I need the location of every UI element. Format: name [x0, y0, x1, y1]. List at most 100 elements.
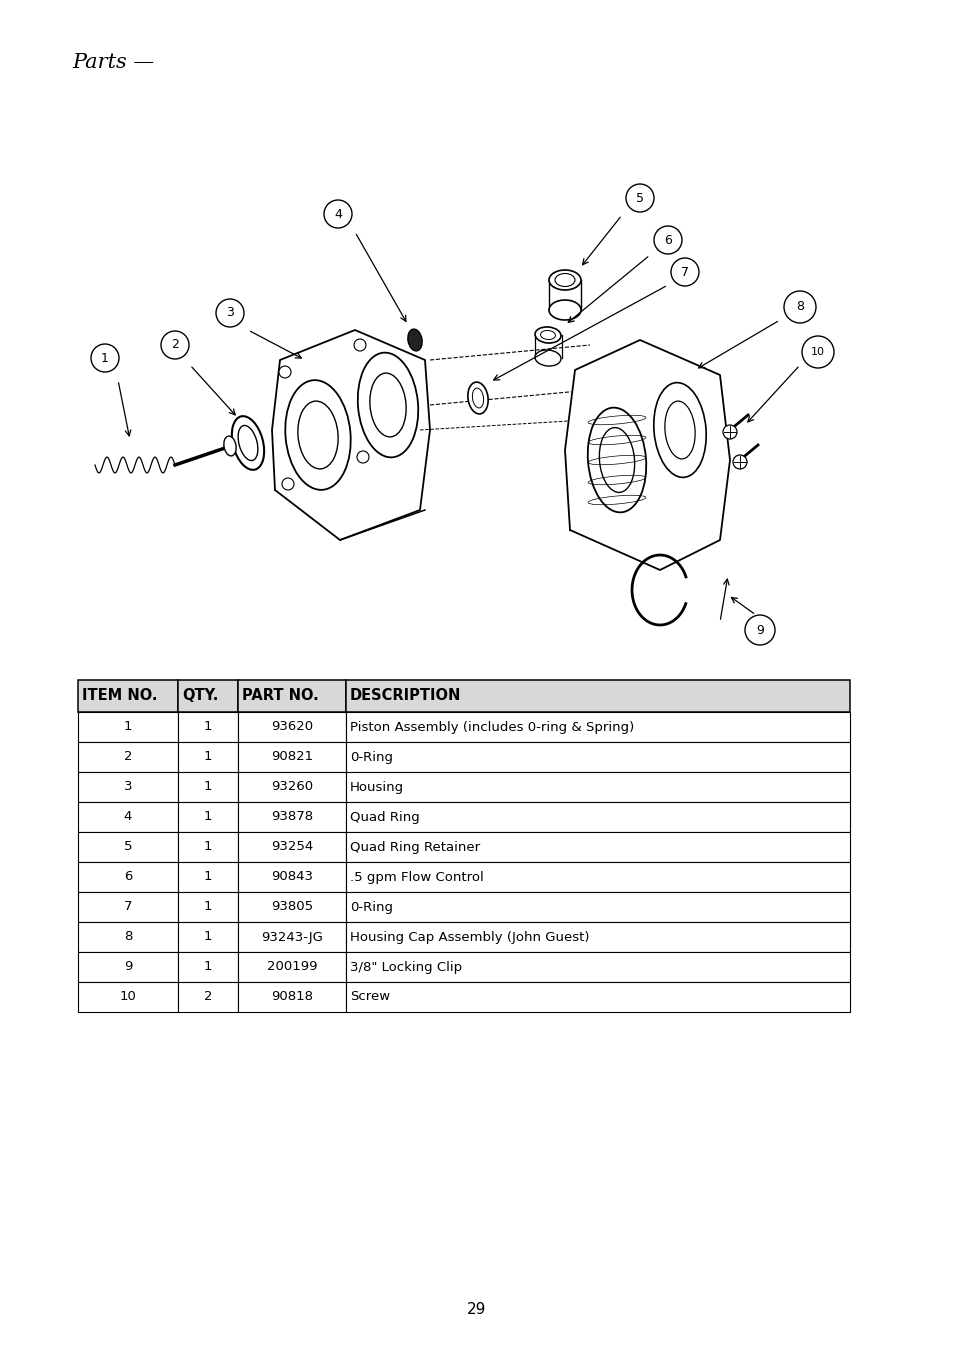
- Text: ITEM NO.: ITEM NO.: [82, 689, 157, 704]
- Text: 90821: 90821: [271, 751, 313, 763]
- Circle shape: [354, 339, 366, 351]
- Bar: [178, 892, 237, 921]
- Text: 3: 3: [226, 307, 233, 319]
- Text: 10: 10: [119, 990, 136, 1004]
- Bar: [78, 952, 178, 982]
- Text: QTY.: QTY.: [182, 689, 218, 704]
- Bar: [178, 952, 237, 982]
- Bar: [346, 712, 849, 742]
- Bar: [78, 712, 178, 742]
- Ellipse shape: [555, 273, 575, 286]
- Ellipse shape: [548, 300, 580, 320]
- Text: 9: 9: [756, 624, 763, 636]
- Ellipse shape: [540, 331, 555, 339]
- Ellipse shape: [598, 427, 634, 492]
- Bar: [178, 862, 237, 892]
- Text: 29: 29: [467, 1302, 486, 1317]
- Text: 5: 5: [124, 840, 132, 854]
- Bar: [346, 680, 849, 712]
- Text: 3/8" Locking Clip: 3/8" Locking Clip: [350, 961, 461, 974]
- Text: Housing: Housing: [350, 781, 404, 793]
- Text: 1: 1: [101, 351, 109, 365]
- Bar: [237, 832, 346, 862]
- Bar: [178, 712, 237, 742]
- Bar: [346, 892, 849, 921]
- Ellipse shape: [587, 408, 645, 512]
- Text: 2: 2: [171, 339, 179, 351]
- Text: 4: 4: [334, 208, 341, 220]
- Bar: [178, 742, 237, 771]
- Text: 93260: 93260: [271, 781, 313, 793]
- Bar: [78, 892, 178, 921]
- Text: Screw: Screw: [350, 990, 390, 1004]
- Bar: [178, 771, 237, 802]
- Text: 6: 6: [124, 870, 132, 884]
- Text: 1: 1: [204, 961, 212, 974]
- Text: 1: 1: [204, 931, 212, 943]
- Text: 5: 5: [636, 192, 643, 204]
- Text: 1: 1: [204, 811, 212, 824]
- Text: 93254: 93254: [271, 840, 313, 854]
- Text: 1: 1: [124, 720, 132, 734]
- Polygon shape: [564, 340, 729, 570]
- Polygon shape: [272, 330, 430, 540]
- Bar: [346, 982, 849, 1012]
- Bar: [237, 892, 346, 921]
- Bar: [346, 832, 849, 862]
- Text: 90843: 90843: [271, 870, 313, 884]
- Ellipse shape: [472, 388, 483, 408]
- Bar: [178, 832, 237, 862]
- Text: Housing Cap Assembly (John Guest): Housing Cap Assembly (John Guest): [350, 931, 589, 943]
- Text: 2: 2: [124, 751, 132, 763]
- Text: 93805: 93805: [271, 901, 313, 913]
- Text: 93878: 93878: [271, 811, 313, 824]
- Circle shape: [282, 478, 294, 490]
- Bar: [346, 952, 849, 982]
- Text: 200199: 200199: [267, 961, 317, 974]
- Bar: [78, 680, 178, 712]
- Bar: [237, 982, 346, 1012]
- Bar: [346, 802, 849, 832]
- Bar: [237, 712, 346, 742]
- Ellipse shape: [535, 327, 560, 343]
- Bar: [237, 680, 346, 712]
- Text: Piston Assembly (includes 0-ring & Spring): Piston Assembly (includes 0-ring & Sprin…: [350, 720, 634, 734]
- Ellipse shape: [664, 401, 695, 459]
- Text: DESCRIPTION: DESCRIPTION: [350, 689, 461, 704]
- Text: 1: 1: [204, 870, 212, 884]
- Ellipse shape: [224, 436, 236, 455]
- Text: 10: 10: [810, 347, 824, 357]
- Ellipse shape: [467, 382, 488, 413]
- Text: 0-Ring: 0-Ring: [350, 751, 393, 763]
- Text: 7: 7: [124, 901, 132, 913]
- Text: 1: 1: [204, 781, 212, 793]
- Text: 3: 3: [124, 781, 132, 793]
- Bar: [178, 680, 237, 712]
- Text: 9: 9: [124, 961, 132, 974]
- Text: 8: 8: [124, 931, 132, 943]
- Text: 93620: 93620: [271, 720, 313, 734]
- Ellipse shape: [408, 330, 422, 351]
- Ellipse shape: [653, 382, 705, 477]
- Bar: [346, 771, 849, 802]
- Bar: [237, 771, 346, 802]
- Circle shape: [356, 451, 369, 463]
- Text: 93243-JG: 93243-JG: [261, 931, 323, 943]
- Circle shape: [278, 366, 291, 378]
- Ellipse shape: [238, 426, 257, 461]
- Text: 1: 1: [204, 840, 212, 854]
- Bar: [237, 862, 346, 892]
- Ellipse shape: [548, 270, 580, 290]
- Text: 8: 8: [795, 300, 803, 313]
- Bar: [78, 832, 178, 862]
- Bar: [346, 921, 849, 952]
- Bar: [78, 802, 178, 832]
- Text: 0-Ring: 0-Ring: [350, 901, 393, 913]
- Text: .5 gpm Flow Control: .5 gpm Flow Control: [350, 870, 483, 884]
- Ellipse shape: [285, 380, 351, 490]
- Bar: [78, 921, 178, 952]
- Bar: [78, 742, 178, 771]
- Bar: [78, 771, 178, 802]
- Ellipse shape: [232, 416, 264, 470]
- Text: 6: 6: [663, 234, 671, 246]
